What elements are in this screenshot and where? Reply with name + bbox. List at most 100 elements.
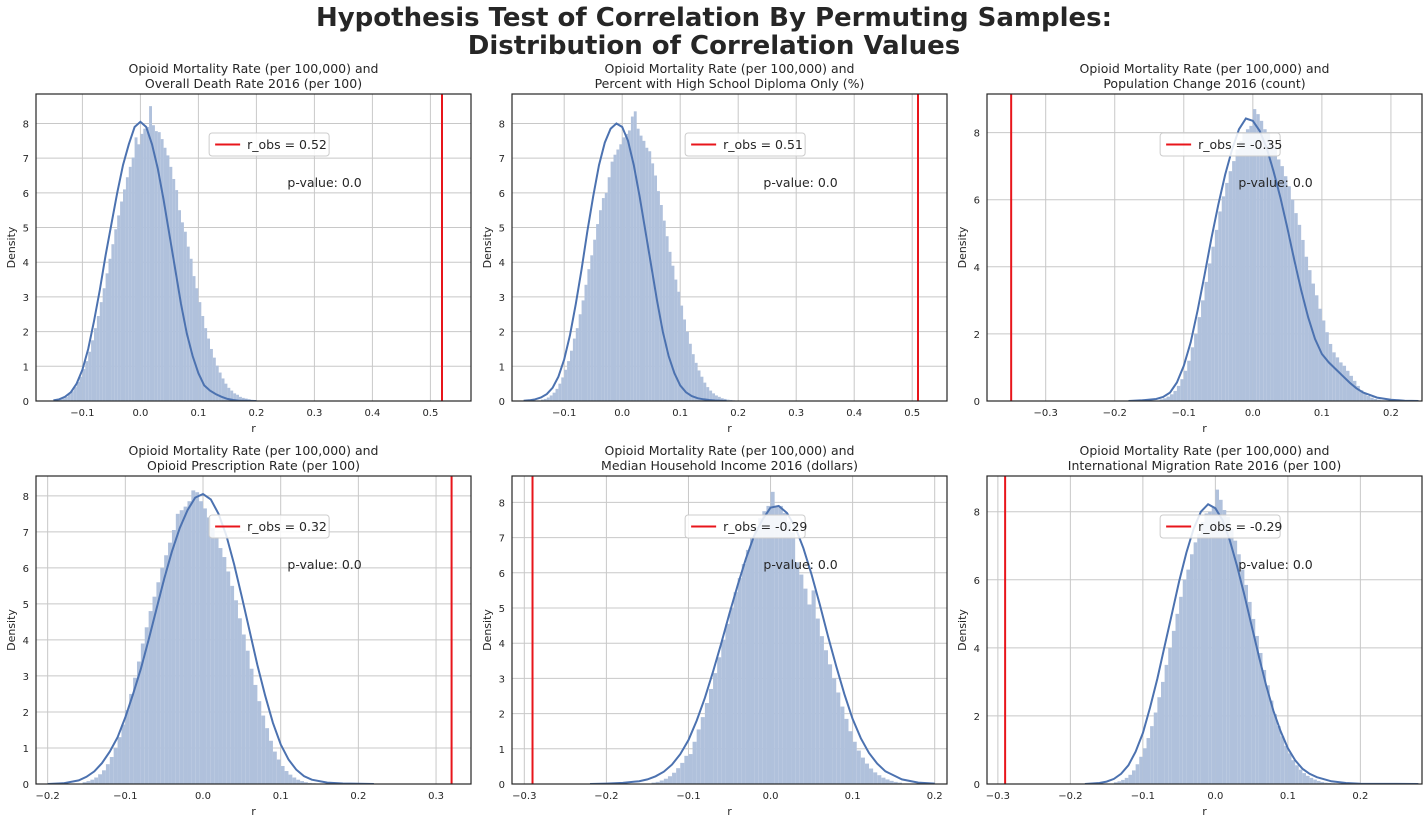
histogram-bar (140, 643, 145, 784)
histogram-bar (657, 191, 660, 401)
histogram-bar (593, 239, 597, 401)
x-tick-label: 0.1 (845, 791, 861, 802)
x-tick-label: 0.2 (1352, 791, 1368, 802)
histogram-bar (713, 673, 718, 784)
legend-label: r_obs = -0.35 (1198, 137, 1282, 152)
histogram-bar (1291, 760, 1296, 784)
histogram-bar (90, 779, 95, 784)
histogram-bar (795, 562, 800, 784)
histogram-bar (207, 338, 210, 401)
y-tick-label: 2 (974, 330, 980, 341)
y-tick-label: 0 (974, 780, 980, 791)
x-tick-label: −0.3 (1034, 408, 1058, 419)
histogram-bar (869, 768, 874, 784)
histogram-bar (1222, 510, 1227, 784)
histogram-bar (1273, 146, 1277, 401)
histogram-bar (1335, 357, 1340, 401)
histogram-bar (1232, 161, 1236, 401)
histogram-bar (70, 391, 74, 401)
histogram-bar (662, 220, 666, 401)
x-tick-label: −0.1 (676, 791, 700, 802)
y-tick-label: 6 (974, 576, 980, 587)
histogram-bar (864, 763, 870, 784)
histogram-bar (239, 396, 242, 401)
histogram-bar (619, 144, 623, 401)
histogram-bar (230, 390, 234, 401)
histogram-bar (1228, 171, 1233, 401)
y-tick-label: 7 (23, 154, 29, 165)
histogram-bar (215, 365, 219, 401)
histogram-bar (179, 510, 184, 784)
histogram-bar (1135, 764, 1140, 784)
histogram-bar (241, 397, 245, 401)
histogram-bar (172, 178, 176, 401)
x-axis-label: r (1202, 805, 1207, 818)
histogram-bar (844, 718, 849, 784)
histogram-bar (648, 151, 652, 401)
histogram-bar (241, 634, 246, 784)
histogram-bar (164, 555, 169, 784)
y-tick-label: 2 (499, 328, 505, 339)
histogram-bar (633, 111, 637, 401)
histogram-bar (578, 314, 582, 401)
histogram-bar (234, 600, 238, 784)
histogram-bar (1179, 596, 1183, 784)
histogram-bar (1171, 630, 1176, 784)
histogram-bar (651, 163, 655, 401)
histogram-bar (630, 116, 634, 401)
y-tick-label: 2 (23, 328, 29, 339)
histogram-bar (885, 779, 890, 784)
histogram-bar (881, 777, 886, 784)
histogram-bar (1197, 317, 1202, 401)
histogram-bar (1359, 390, 1364, 401)
histogram-bar (192, 276, 196, 401)
histogram-bar (1320, 781, 1325, 784)
subplot-title-line1: Opioid Mortality Rate (per 100,000) and (1080, 443, 1330, 458)
histogram-bar (645, 147, 649, 401)
histogram-bar (668, 251, 672, 401)
figure-title-line1: Hypothesis Test of Correlation By Permut… (315, 3, 1113, 33)
histogram-bar (694, 362, 698, 401)
y-tick-label: 0 (23, 397, 29, 408)
histogram-bar (189, 258, 193, 401)
subplot-2: −0.1 0.0 0.1 0.2 0.3 0.4 0.5 0 1 2 3 4 5 6 7 8 r Density O… (481, 61, 948, 435)
subplot-3: −0.3 −0.2 −0.1 0.0 0.1 0.2 0 2 4 6 8 r Density Opioid… (956, 61, 1423, 435)
histogram-bar (1309, 777, 1314, 784)
histogram-bar (663, 778, 668, 784)
histogram-bar (152, 596, 157, 784)
y-tick-label: 8 (974, 508, 980, 519)
histogram-bar (706, 387, 710, 401)
x-tick-label: −0.2 (36, 791, 60, 802)
histogram-bar (113, 747, 118, 784)
histogram-bar (1332, 352, 1336, 401)
histogram-bar (1287, 186, 1291, 401)
legend-label: r_obs = 0.52 (247, 137, 327, 152)
y-tick-label: 4 (23, 636, 29, 647)
histogram-bar (300, 781, 304, 784)
histogram-bar (674, 279, 678, 401)
histogram-bar (1304, 256, 1309, 401)
histogram-bar (117, 737, 122, 784)
histogram-bar (541, 399, 544, 401)
histogram-bar (284, 771, 289, 784)
histogram-bar (584, 284, 588, 401)
y-tick-label: 8 (23, 119, 29, 130)
legend: r_obs = 0.51 (684, 132, 806, 157)
histogram-bar (555, 388, 559, 401)
histogram-bar (94, 328, 97, 401)
histogram-bar (696, 729, 701, 784)
legend: r_obs = 0.52 (208, 132, 330, 157)
axes-frame (511, 93, 948, 402)
x-tick-label: −0.2 (1103, 408, 1127, 419)
histogram-bar (157, 132, 161, 401)
histogram-bar (1325, 332, 1329, 401)
histogram-bar (136, 661, 141, 784)
histogram-bar (703, 382, 707, 401)
histogram-bar (1193, 542, 1198, 784)
histogram-bar (672, 772, 677, 784)
subplot-title-line2: Population Change 2016 (count) (1103, 76, 1305, 91)
legend-box (208, 132, 330, 157)
x-tick-label: −0.1 (70, 408, 94, 419)
histogram-bar (1204, 281, 1208, 401)
histogram-bar (1194, 333, 1198, 401)
